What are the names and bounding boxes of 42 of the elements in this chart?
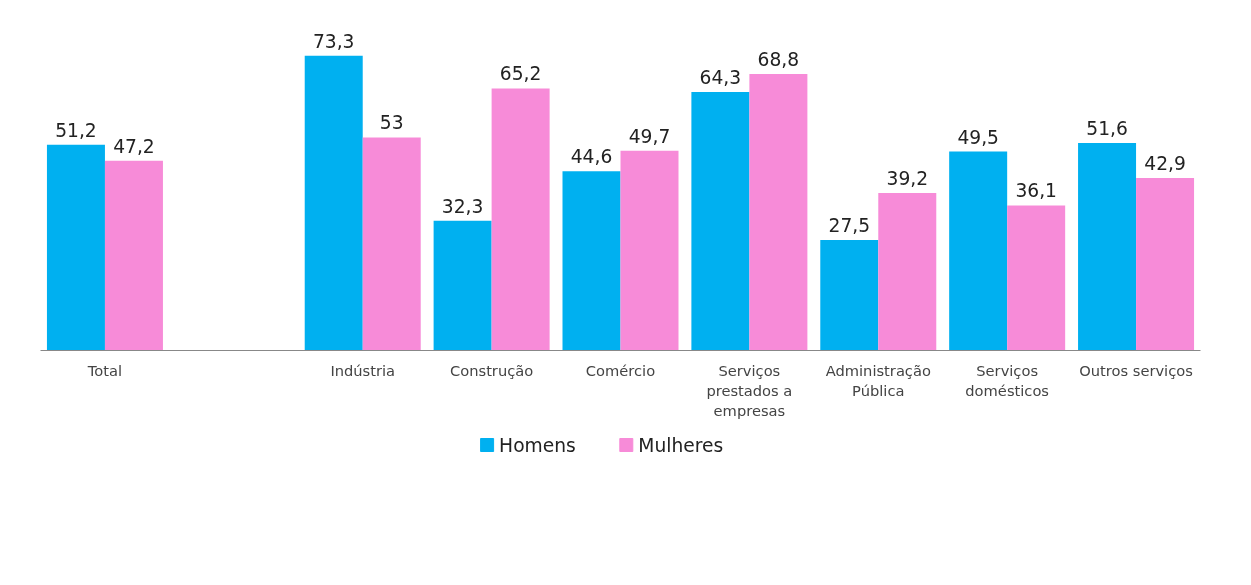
bar (46, 144, 105, 351)
data-label: 53 (379, 112, 404, 134)
data-label: 32,3 (441, 195, 484, 217)
bar (691, 92, 750, 351)
data-label: 42,9 (1144, 153, 1186, 175)
bar (362, 137, 421, 351)
x-tick-label: Outros serviços (1079, 361, 1193, 379)
bar (562, 171, 621, 351)
bar (104, 160, 163, 351)
legend-label: Mulheres (638, 434, 724, 456)
bar (1078, 143, 1137, 351)
data-label: 49,5 (957, 126, 999, 148)
data-label: 49,7 (628, 125, 671, 147)
legend-label: Homens (499, 434, 576, 456)
data-label: 51,2 (55, 119, 97, 141)
bar (1136, 178, 1195, 351)
x-tick-label: Administração Pública (825, 361, 931, 399)
data-label: 39,2 (886, 167, 929, 189)
data-label: 68,8 (757, 48, 800, 70)
bar (620, 150, 679, 351)
bar (949, 151, 1008, 351)
data-label: 27,5 (828, 214, 871, 236)
x-tick-label: Total (86, 361, 123, 379)
data-label: 73,3 (312, 30, 355, 52)
data-label: 44,6 (570, 146, 613, 168)
x-tick-label: Comércio (585, 361, 656, 379)
x-tick-label: Indústria (330, 361, 396, 379)
data-label: 51,6 (1086, 118, 1128, 140)
x-tick-label: Serviços domésticos (965, 361, 1050, 399)
bar (878, 192, 937, 351)
data-label: 47,2 (113, 135, 155, 157)
bar (820, 239, 879, 351)
bar (749, 73, 808, 351)
x-tick-label: Construção (450, 361, 534, 379)
bar (433, 220, 492, 351)
data-label: 36,1 (1015, 180, 1057, 202)
data-label: 64,3 (699, 67, 742, 89)
x-tick-label: Serviços prestados a empresas (706, 361, 793, 420)
bar (491, 88, 550, 351)
data-label: 65,2 (499, 63, 542, 85)
bar (304, 55, 363, 351)
bar (1007, 205, 1066, 351)
